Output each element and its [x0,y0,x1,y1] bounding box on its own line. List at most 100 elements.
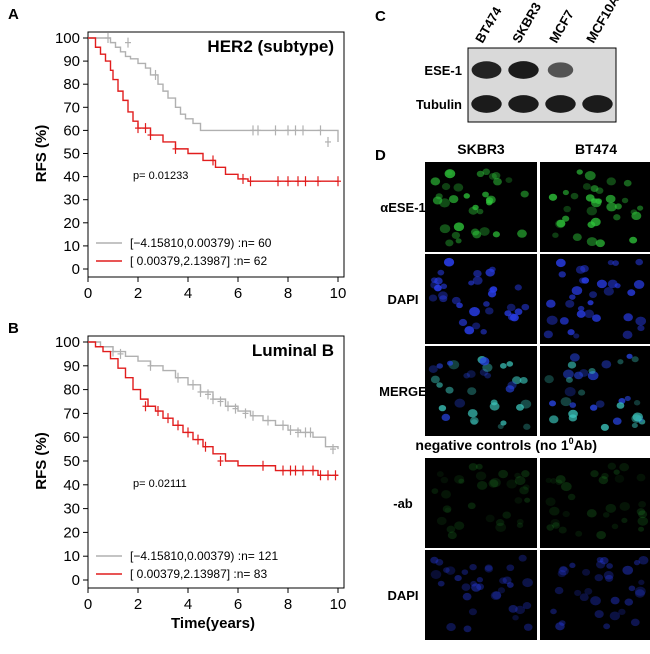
nucleus [637,325,645,332]
micrograph-background [540,254,650,344]
km-plot-her2: 0 10 20 30 40 50 60 70 80 90 100 0 2 4 6 8 10 RFS (%) HER2… [33,30,346,302]
blot-band [471,95,502,113]
nucleus [440,283,448,290]
nucleus [454,574,462,582]
nucleus [601,360,612,369]
nucleus [488,172,497,180]
nucleus [621,517,628,524]
micrograph-background [425,254,537,344]
nucleus [476,583,485,591]
nucleus [484,564,493,572]
y-axis-label: RFS (%) [33,432,50,490]
nucleus [454,398,466,408]
nucleus [453,222,465,232]
nucleus [629,236,638,244]
x-tick-label: 6 [234,285,242,302]
nucleus [555,479,563,486]
nucleus [445,170,453,176]
nucleus [569,294,576,300]
nucleus [595,187,604,194]
micrograph-background [540,458,650,548]
nucleus [614,474,625,483]
nucleus [484,565,494,573]
nucleus [451,231,461,239]
nucleus [578,389,586,396]
nucleus [618,608,626,615]
nucleus [607,279,618,289]
nucleus [436,363,444,369]
immunofluorescence-grid: SKBR3 BT474 αESE-1 DAPI MERGE negative contro… [379,141,650,640]
nucleus [446,623,456,632]
nucleus [468,608,477,616]
micro-row-label: DAPI [387,588,418,603]
nucleus [623,179,632,187]
nucleus [586,509,597,518]
nucleus [461,583,471,591]
micrograph [540,254,650,344]
y-tick-label: 60 [63,122,80,139]
nucleus [552,232,559,238]
micro-row-label: αESE-1 [380,200,426,215]
nucleus [469,416,479,425]
nucleus [601,472,609,480]
nucleus [617,359,624,365]
nucleus [613,214,621,221]
nucleus [580,265,589,273]
nucleus [514,284,522,291]
nucleus [430,177,441,186]
nucleus [479,357,490,366]
nucleus [605,503,617,513]
nucleus [619,462,630,472]
plot-title: Luminal B [252,341,334,360]
nucleus [636,473,646,482]
nucleus [590,470,599,478]
nucleus [466,370,476,378]
nucleus [555,475,566,484]
nucleus [599,556,609,565]
nucleus [626,353,633,359]
nucleus [441,413,451,422]
micrograph [540,162,650,252]
nucleus [596,556,604,563]
y-tick-label: 100 [55,30,80,47]
nucleus [468,280,475,286]
nucleus [506,479,518,489]
micrograph [425,346,537,436]
micrograph [540,346,650,436]
nucleus [441,183,451,191]
nucleus [438,291,448,300]
micrograph-background [540,346,650,436]
nucleus [612,260,619,266]
blot-band [545,95,576,113]
nucleus [485,514,495,523]
nucleus [544,375,554,384]
nucleus [523,623,533,631]
nucleus [635,258,643,266]
nucleus [475,471,487,481]
nucleus [595,239,605,248]
nucleus [514,476,526,486]
nucleus [637,205,644,211]
nucleus [502,511,511,519]
nucleus [445,239,454,247]
nucleus [432,196,443,205]
nucleus [574,589,582,596]
x-tick-label: 0 [84,596,92,613]
nucleus [634,589,645,598]
nucleus [581,277,590,284]
nucleus [458,318,468,326]
nucleus [594,610,604,618]
nucleus [638,526,645,532]
nucleus [463,625,472,633]
nucleus [485,307,494,315]
micro-row-label: -ab [393,496,413,511]
nucleus [564,387,576,397]
nucleus [453,183,464,192]
nucleus [514,497,523,504]
nucleus [510,313,519,322]
nucleus [576,310,586,318]
nucleus [487,290,497,298]
y-axis-label: RFS (%) [33,125,50,183]
nucleus [441,490,452,499]
nucleus [561,482,572,492]
